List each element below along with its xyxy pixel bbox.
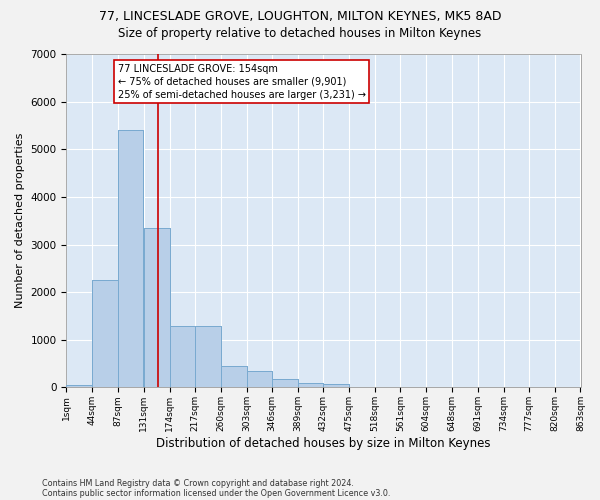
Bar bbox=[323, 384, 349, 388]
Bar bbox=[170, 326, 195, 388]
Bar bbox=[298, 382, 323, 388]
Text: Contains public sector information licensed under the Open Government Licence v3: Contains public sector information licen… bbox=[42, 488, 391, 498]
Bar bbox=[247, 371, 272, 388]
Bar bbox=[247, 371, 272, 388]
Bar bbox=[170, 326, 195, 388]
Text: 77, LINCESLADE GROVE, LOUGHTON, MILTON KEYNES, MK5 8AD: 77, LINCESLADE GROVE, LOUGHTON, MILTON K… bbox=[99, 10, 501, 23]
Bar bbox=[195, 326, 221, 388]
Bar bbox=[67, 385, 92, 388]
Bar bbox=[144, 228, 170, 388]
Bar bbox=[272, 379, 298, 388]
Bar bbox=[118, 130, 143, 388]
Bar bbox=[92, 280, 118, 388]
Bar bbox=[195, 326, 221, 388]
Y-axis label: Number of detached properties: Number of detached properties bbox=[15, 133, 25, 308]
Text: Contains HM Land Registry data © Crown copyright and database right 2024.: Contains HM Land Registry data © Crown c… bbox=[42, 478, 354, 488]
Bar bbox=[92, 280, 118, 388]
Bar bbox=[323, 384, 349, 388]
Bar bbox=[221, 366, 247, 388]
Bar bbox=[298, 382, 323, 388]
Bar bbox=[144, 228, 170, 388]
Bar bbox=[67, 385, 92, 388]
X-axis label: Distribution of detached houses by size in Milton Keynes: Distribution of detached houses by size … bbox=[156, 437, 491, 450]
Bar bbox=[272, 379, 298, 388]
Text: 77 LINCESLADE GROVE: 154sqm
← 75% of detached houses are smaller (9,901)
25% of : 77 LINCESLADE GROVE: 154sqm ← 75% of det… bbox=[118, 64, 365, 100]
Bar bbox=[118, 130, 143, 388]
Text: Size of property relative to detached houses in Milton Keynes: Size of property relative to detached ho… bbox=[118, 28, 482, 40]
Bar bbox=[221, 366, 247, 388]
